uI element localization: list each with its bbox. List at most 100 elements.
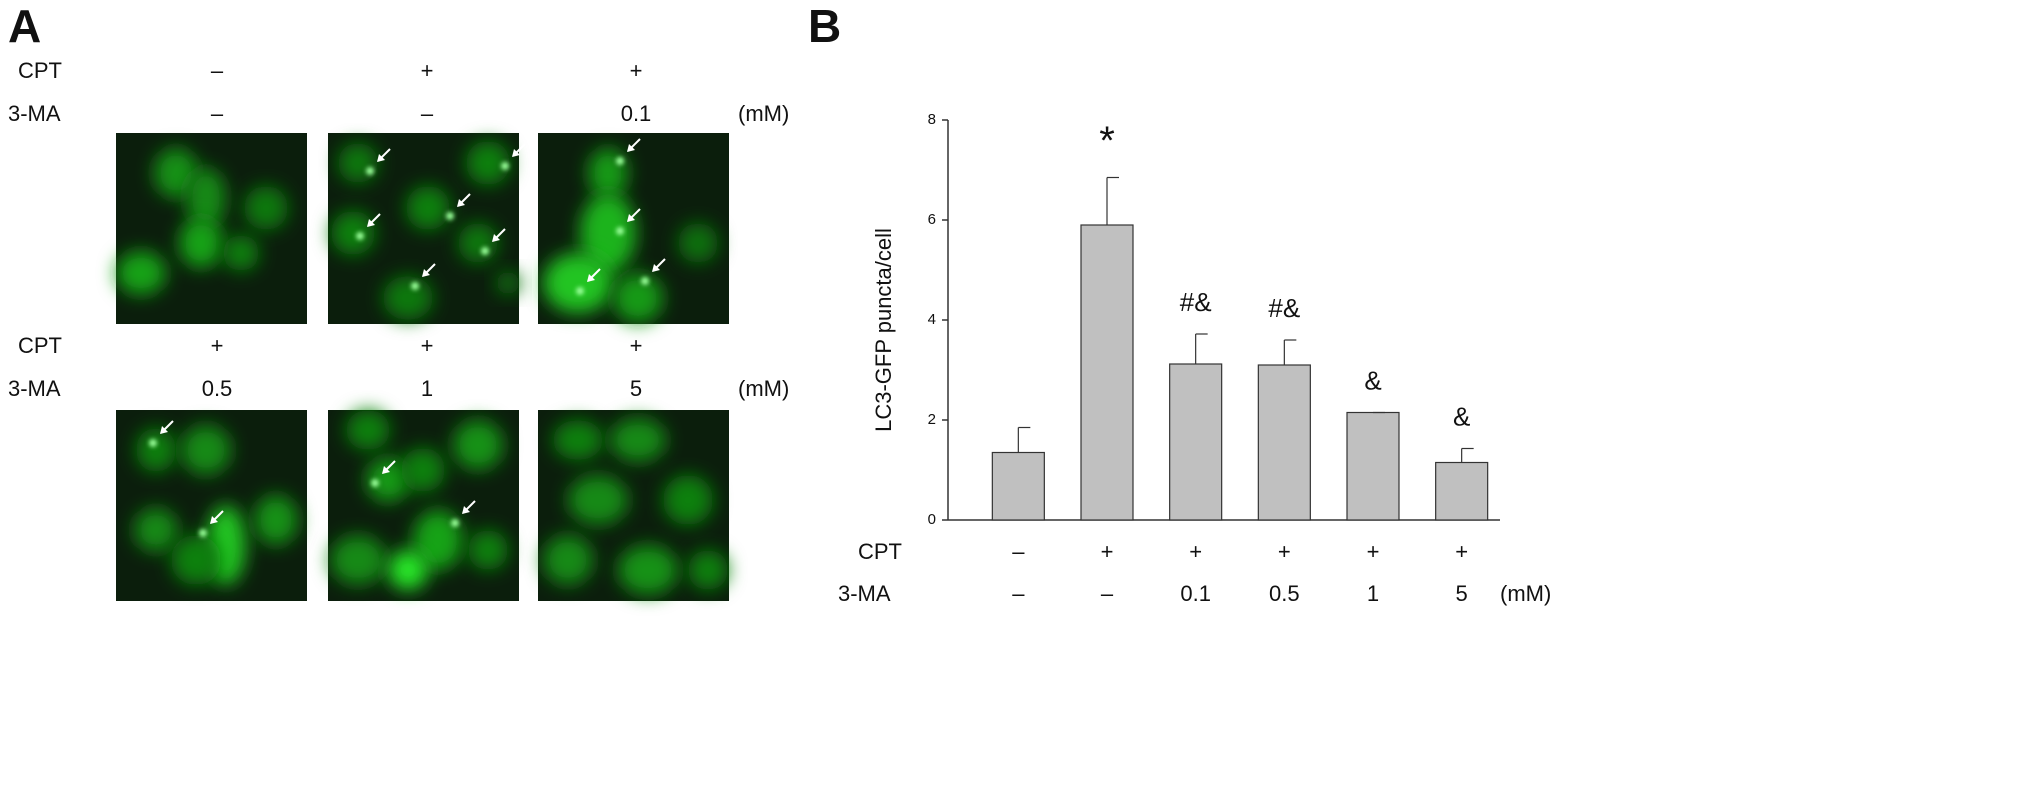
x-tick-label: 1 — [1367, 581, 1379, 606]
bar — [1346, 411, 1400, 521]
bar — [1080, 224, 1134, 521]
micrograph — [538, 410, 729, 601]
x-tick-label: + — [1455, 539, 1468, 564]
cell — [406, 186, 450, 230]
y-tick-label: 4 — [928, 311, 936, 328]
row-label: CPT — [18, 58, 62, 83]
puncta — [199, 529, 207, 537]
puncta — [366, 167, 374, 175]
cell — [330, 535, 386, 585]
puncta — [616, 157, 624, 165]
puncta — [149, 439, 157, 447]
x-tick-label: – — [1101, 581, 1114, 606]
cell — [171, 535, 221, 585]
arrow-head — [367, 219, 375, 227]
condition-label: – — [211, 58, 224, 83]
cell — [346, 410, 390, 450]
annotation: & — [1364, 365, 1381, 395]
cell — [388, 550, 428, 590]
x-tick-label: + — [1278, 539, 1291, 564]
cell — [134, 508, 178, 552]
cell — [223, 235, 259, 271]
cell — [254, 495, 298, 545]
arrow-head — [652, 264, 660, 272]
micrograph — [328, 410, 519, 601]
annotation: #& — [1180, 287, 1212, 317]
cell — [588, 148, 628, 198]
cell — [610, 418, 666, 462]
cell — [466, 141, 510, 185]
arrow-head — [210, 516, 218, 524]
x-tick-label: + — [1367, 539, 1380, 564]
y-tick-label: 6 — [928, 211, 936, 228]
puncta — [576, 287, 584, 295]
bar — [1435, 461, 1489, 521]
bar — [1169, 363, 1223, 521]
category-row-label: 3-MA — [838, 581, 891, 606]
x-tick-label: + — [1189, 539, 1202, 564]
x-tick-label: 0.5 — [1269, 581, 1300, 606]
condition-label: – — [421, 101, 434, 126]
annotation: & — [1453, 401, 1470, 431]
puncta — [641, 277, 649, 285]
condition-label: – — [211, 101, 224, 126]
arrow-head — [382, 466, 390, 474]
cell — [688, 550, 728, 590]
annotation: * — [1099, 119, 1115, 163]
condition-label: 0.1 — [621, 101, 652, 126]
unit-label: (mM) — [1500, 581, 1551, 606]
arrow-head — [160, 426, 168, 434]
cell — [458, 223, 498, 263]
condition-label: + — [421, 333, 434, 358]
condition-label: 1 — [421, 376, 433, 401]
annotation: #& — [1268, 293, 1300, 323]
cell — [136, 428, 176, 472]
bar — [991, 451, 1045, 521]
micrograph — [116, 410, 307, 601]
y-tick-label: 2 — [928, 411, 936, 428]
cell — [413, 510, 463, 570]
x-tick-label: + — [1101, 539, 1114, 564]
row-label: 3-MA — [8, 101, 61, 126]
condition-label: + — [630, 58, 643, 83]
condition-label: + — [421, 58, 434, 83]
cell — [338, 143, 378, 183]
puncta — [481, 247, 489, 255]
cell — [331, 211, 375, 255]
cell — [383, 276, 433, 320]
arrow-head — [587, 274, 595, 282]
micrograph — [538, 133, 729, 324]
arrow-head — [462, 506, 470, 514]
cell — [244, 186, 288, 230]
arrow-head — [422, 269, 430, 277]
arrow-head — [627, 214, 635, 222]
cell — [154, 148, 198, 198]
cell — [496, 271, 520, 295]
cell — [179, 218, 223, 268]
puncta — [411, 282, 419, 290]
condition-label: + — [211, 333, 224, 358]
arrow-head — [457, 199, 465, 207]
cell — [663, 475, 713, 525]
y-tick-label: 0 — [928, 511, 936, 528]
cell — [453, 420, 503, 470]
x-tick-label: 0.1 — [1180, 581, 1211, 606]
row-label: CPT — [18, 333, 62, 358]
unit-label: (mM) — [738, 101, 789, 126]
condition-label: 5 — [630, 376, 642, 401]
cell — [553, 420, 603, 460]
arrow-head — [512, 149, 520, 157]
x-tick-label: – — [1012, 539, 1025, 564]
arrow-head — [627, 144, 635, 152]
cell — [543, 535, 593, 585]
condition-label: + — [630, 333, 643, 358]
row-label: 3-MA — [8, 376, 61, 401]
cell — [468, 530, 508, 570]
puncta — [451, 519, 459, 527]
cell — [181, 425, 231, 475]
cell — [613, 273, 663, 323]
arrow-head — [377, 154, 385, 162]
puncta — [501, 162, 509, 170]
puncta — [356, 232, 364, 240]
